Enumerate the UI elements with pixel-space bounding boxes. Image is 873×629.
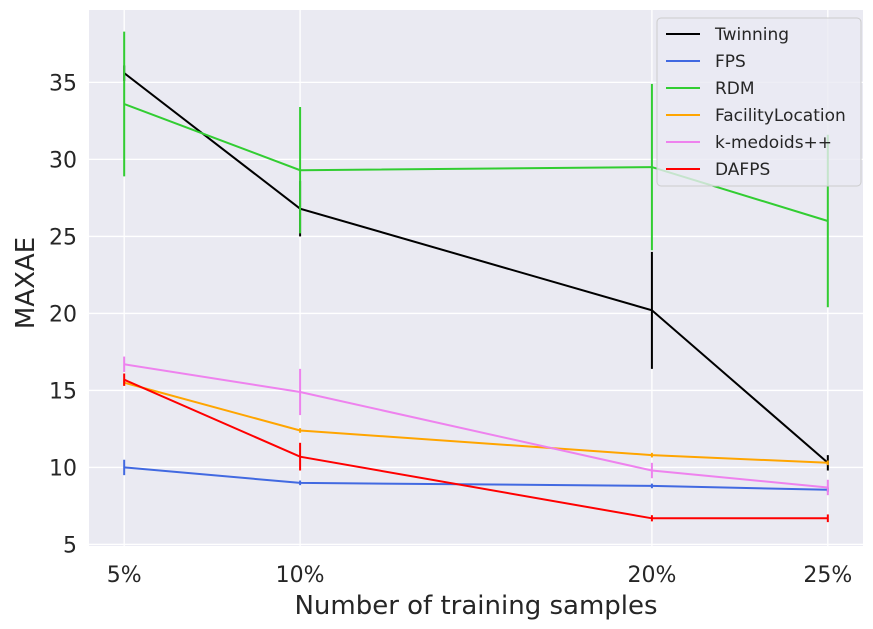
y-tick-label: 20 xyxy=(49,302,77,327)
legend-label: FacilityLocation xyxy=(715,106,846,126)
series-line xyxy=(123,378,828,520)
y-tick-label: 5 xyxy=(63,533,77,558)
series-line xyxy=(124,363,828,489)
x-tick-label: 20% xyxy=(627,563,676,588)
series-line xyxy=(124,466,828,491)
y-tick-label: 25 xyxy=(49,225,77,250)
legend: Twinning FPS RDM FacilityLocation k-medoids+… xyxy=(656,17,862,187)
legend-label: Twinning xyxy=(714,25,789,45)
legend-label: DAFPS xyxy=(715,160,770,180)
series-line xyxy=(123,72,829,464)
series-line xyxy=(123,381,828,464)
y-tick-label: 35 xyxy=(49,71,77,96)
x-axis-ticks: 5% 10% 20% 25% xyxy=(107,563,853,588)
y-axis-label: MAXAE xyxy=(11,237,41,329)
series-DAFPS xyxy=(123,373,829,523)
y-tick-label: 15 xyxy=(49,379,77,404)
y-tick-label: 10 xyxy=(49,456,77,481)
series-FPS xyxy=(123,459,829,493)
x-tick-label: 25% xyxy=(803,563,852,588)
legend-label: k-medoids++ xyxy=(715,133,832,153)
series-k-medoids++ xyxy=(123,356,829,496)
x-tick-label: 10% xyxy=(276,563,325,588)
x-tick-label: 5% xyxy=(107,563,142,588)
legend-label: FPS xyxy=(715,52,746,72)
legend-label: RDM xyxy=(715,79,755,99)
y-tick-label: 30 xyxy=(49,148,77,173)
series-line xyxy=(123,103,829,222)
x-axis-label: Number of training samples xyxy=(294,591,657,621)
legend-box xyxy=(656,17,862,187)
series-layer xyxy=(123,31,829,523)
y-axis-ticks: 5 10 15 20 25 30 35 xyxy=(49,71,77,558)
